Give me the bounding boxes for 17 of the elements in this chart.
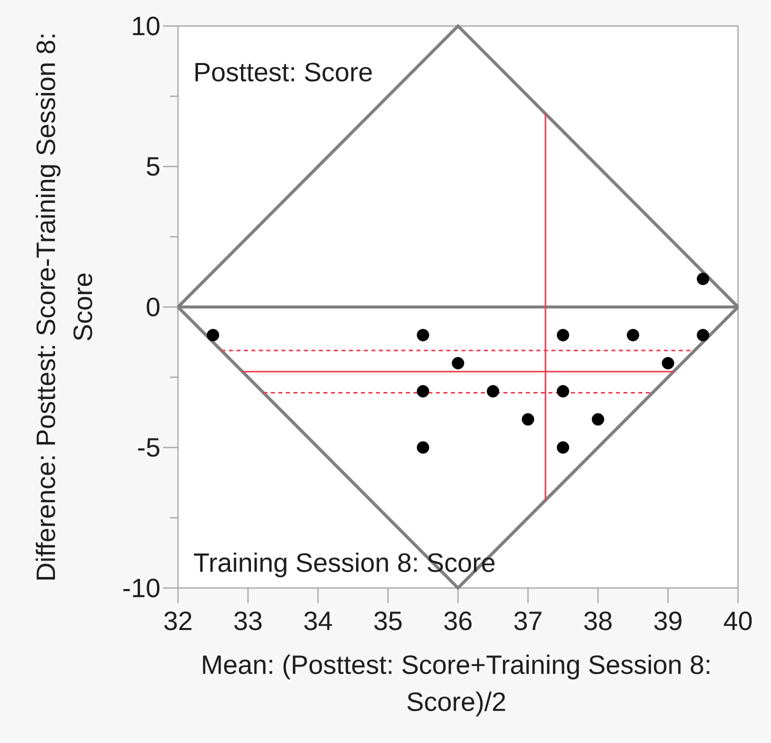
y-tick-label: 0: [146, 298, 160, 316]
x-axis-title: Mean: (Posttest: Score+Training Session 8: Score)/2: [203, 654, 710, 716]
x-tick-label: 38: [584, 612, 612, 630]
x-tick-label: 36: [444, 612, 472, 630]
y-tick-label: -5: [138, 438, 160, 457]
y-tick-label: 5: [146, 157, 160, 176]
annotation: Posttest: Score: [196, 62, 372, 82]
x-tick-label: 34: [304, 612, 332, 630]
x-tick-label: 33: [234, 612, 262, 630]
y-tick-label: 10: [133, 16, 160, 36]
y-axis-title: Difference: Posttest: Score-Training Session 8: Score: [36, 34, 92, 580]
x-tick-label: 32: [164, 612, 192, 630]
x-tick-label: 35: [374, 612, 402, 630]
x-tick-label: 39: [654, 612, 682, 630]
x-tick-label: 40: [724, 612, 752, 630]
y-tick-label: -10: [123, 578, 160, 598]
x-tick-label: 37: [514, 612, 542, 630]
